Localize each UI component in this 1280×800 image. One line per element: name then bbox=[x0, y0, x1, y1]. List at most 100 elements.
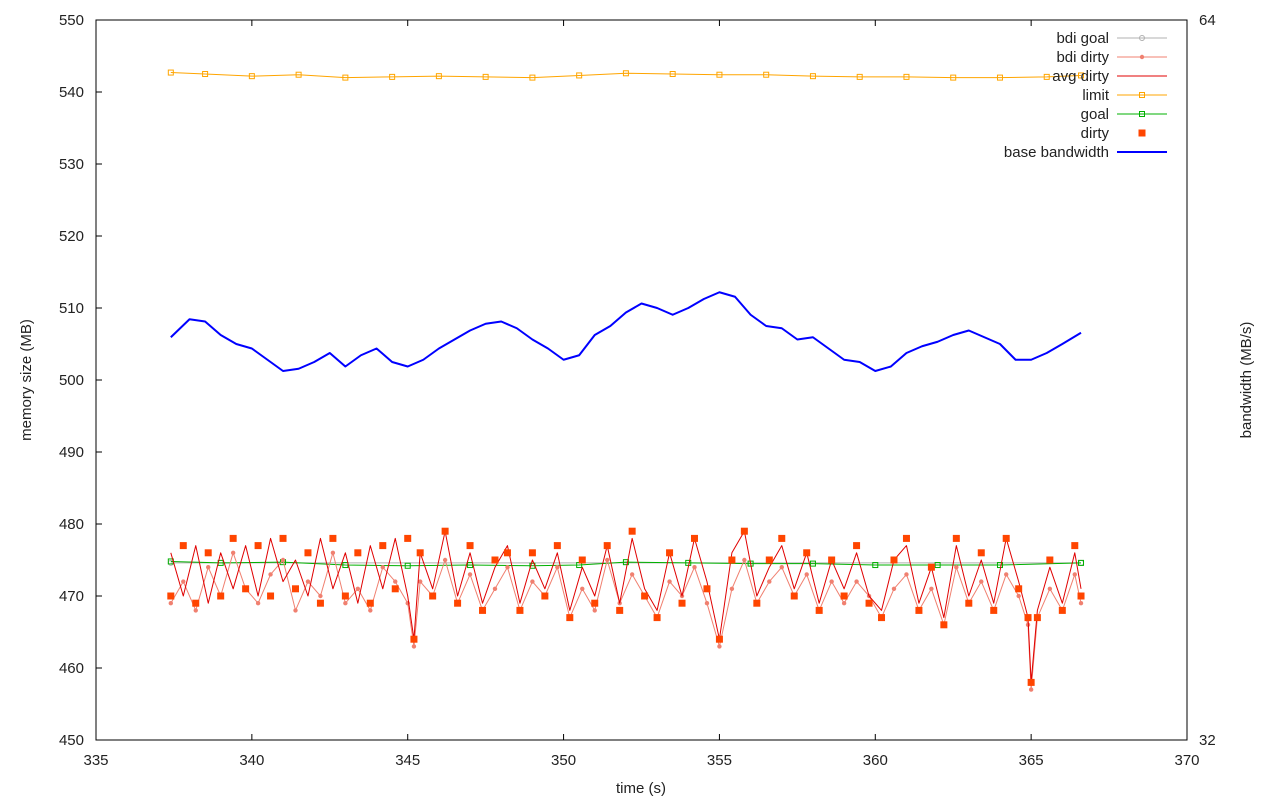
series-line-avg-dirty bbox=[170, 530, 1082, 683]
data-point-bdi-dirty bbox=[1047, 586, 1053, 591]
data-point-bdi-dirty bbox=[492, 586, 498, 591]
data-point-bdi-dirty bbox=[505, 565, 510, 570]
y-tick-label: 460 bbox=[59, 660, 84, 677]
data-point-bdi-dirty bbox=[729, 586, 735, 591]
data-point-bdi-dirty bbox=[255, 601, 261, 606]
data-point-limit bbox=[389, 73, 396, 80]
data-point-bdi-dirty bbox=[330, 550, 336, 555]
data-point-dirty bbox=[391, 585, 399, 593]
data-point-bdi-dirty bbox=[168, 601, 174, 606]
data-point-limit bbox=[576, 72, 583, 79]
data-point-dirty bbox=[977, 549, 985, 557]
data-point-dirty bbox=[316, 599, 324, 607]
data-point-dirty bbox=[828, 556, 836, 564]
data-point-dirty bbox=[229, 534, 237, 542]
data-point-bdi-dirty bbox=[605, 557, 610, 563]
data-point-goal bbox=[404, 562, 411, 569]
y-axis-label: memory size (MB) bbox=[18, 319, 35, 441]
data-point-dirty bbox=[641, 592, 649, 600]
data-point-bdi-dirty bbox=[592, 608, 597, 613]
y-tick-label: 500 bbox=[59, 372, 84, 389]
data-point-dirty bbox=[1058, 606, 1066, 614]
series-line-limit bbox=[170, 72, 1082, 79]
data-point-bdi-dirty bbox=[181, 579, 186, 584]
data-point-dirty bbox=[279, 534, 287, 542]
data-point-dirty bbox=[404, 534, 412, 542]
data-point-dirty bbox=[965, 599, 973, 607]
legend-label-limit: limit bbox=[1082, 87, 1109, 104]
x-tick-label: 370 bbox=[1174, 752, 1199, 769]
data-point-limit bbox=[529, 74, 536, 81]
data-point-bdi-dirty bbox=[717, 644, 722, 649]
data-point-dirty bbox=[840, 592, 848, 600]
legend-marker-limit bbox=[1139, 92, 1145, 98]
y-tick-label: 470 bbox=[59, 588, 84, 605]
data-point-bdi-dirty bbox=[293, 608, 298, 613]
y-tick-label: 540 bbox=[59, 84, 84, 101]
x-tick-label: 345 bbox=[395, 752, 420, 769]
plot-frame bbox=[95, 19, 1188, 741]
data-point-dirty bbox=[204, 549, 212, 557]
data-point-dirty bbox=[927, 563, 935, 571]
data-point-dirty bbox=[815, 606, 823, 614]
data-point-bdi-dirty bbox=[829, 579, 834, 584]
data-point-dirty bbox=[254, 542, 262, 550]
data-point-dirty bbox=[416, 549, 424, 557]
data-point-limit bbox=[435, 73, 442, 80]
data-point-bdi-dirty bbox=[206, 565, 211, 570]
data-point-limit bbox=[1078, 72, 1085, 79]
data-point-limit bbox=[295, 71, 302, 78]
data-point-bdi-dirty bbox=[368, 608, 373, 613]
data-point-bdi-dirty bbox=[979, 579, 984, 584]
y2-axis-label: bandwidth (MB/s) bbox=[1238, 322, 1255, 439]
data-point-dirty bbox=[528, 549, 536, 557]
y-tick-label: 550 bbox=[59, 12, 84, 29]
data-point-bdi-dirty bbox=[629, 572, 635, 577]
data-point-dirty bbox=[703, 585, 711, 593]
data-point-limit bbox=[856, 73, 863, 80]
data-point-limit bbox=[809, 73, 816, 80]
data-point-bdi-dirty bbox=[268, 572, 273, 577]
data-point-dirty bbox=[591, 599, 599, 607]
data-point-dirty bbox=[366, 599, 374, 607]
data-point-dirty bbox=[1002, 534, 1010, 542]
data-point-dirty bbox=[728, 556, 736, 564]
data-point-limit bbox=[622, 70, 629, 77]
data-point-bdi-dirty bbox=[355, 586, 361, 591]
data-point-dirty bbox=[690, 534, 698, 542]
data-point-limit bbox=[342, 74, 349, 81]
data-point-limit bbox=[763, 71, 770, 78]
data-point-bdi-dirty bbox=[704, 601, 710, 606]
data-point-limit bbox=[996, 74, 1003, 81]
y-tick-label: 510 bbox=[59, 300, 84, 317]
legend-label-base-bandwidth: base bandwidth bbox=[1004, 144, 1109, 161]
data-point-bdi-dirty bbox=[380, 565, 385, 570]
data-point-dirty bbox=[441, 527, 449, 535]
data-point-dirty bbox=[1024, 614, 1032, 622]
data-point-dirty bbox=[740, 527, 748, 535]
data-point-bdi-dirty bbox=[230, 550, 236, 555]
data-point-bdi-dirty bbox=[280, 557, 286, 563]
data-point-bdi-dirty bbox=[667, 579, 672, 584]
x-tick-label: 360 bbox=[863, 752, 888, 769]
data-point-bdi-dirty bbox=[854, 579, 859, 584]
data-point-limit bbox=[482, 73, 489, 80]
data-point-dirty bbox=[878, 614, 886, 622]
data-point-limit bbox=[248, 73, 255, 80]
legend-label-bdi-goal: bdi goal bbox=[1056, 30, 1109, 47]
series-limit bbox=[167, 69, 1085, 81]
data-point-bdi-dirty bbox=[1016, 593, 1021, 599]
y-tick-label: 450 bbox=[59, 732, 84, 749]
y2-tick-label: 32 bbox=[1199, 732, 1216, 749]
data-point-dirty bbox=[410, 635, 418, 643]
data-point-bdi-dirty bbox=[411, 644, 417, 649]
data-point-dirty bbox=[616, 606, 624, 614]
data-point-goal bbox=[934, 562, 941, 569]
data-point-dirty bbox=[291, 585, 299, 593]
data-point-dirty bbox=[940, 621, 948, 629]
data-point-dirty bbox=[853, 542, 861, 550]
y-tick-label: 520 bbox=[59, 228, 84, 245]
series-base-bandwidth bbox=[170, 291, 1082, 372]
data-point-goal bbox=[1078, 559, 1085, 566]
